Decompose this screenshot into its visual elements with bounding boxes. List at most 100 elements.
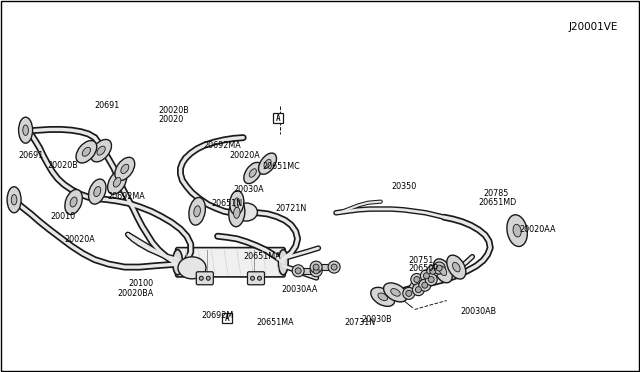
Circle shape — [422, 282, 428, 288]
Text: 20721N: 20721N — [275, 204, 307, 213]
Text: 20350: 20350 — [392, 182, 417, 191]
Circle shape — [257, 276, 262, 280]
Ellipse shape — [278, 250, 288, 275]
Text: 20692M: 20692M — [202, 311, 234, 320]
Ellipse shape — [88, 179, 106, 204]
Polygon shape — [298, 268, 316, 274]
Ellipse shape — [433, 259, 452, 283]
Ellipse shape — [259, 153, 276, 174]
Ellipse shape — [83, 147, 90, 156]
Circle shape — [415, 287, 421, 293]
Circle shape — [403, 287, 415, 299]
Circle shape — [412, 283, 424, 296]
Circle shape — [424, 273, 429, 279]
Circle shape — [430, 268, 436, 274]
Ellipse shape — [12, 195, 17, 205]
Text: 20751: 20751 — [408, 256, 434, 265]
Text: 20651MD: 20651MD — [479, 198, 517, 207]
Ellipse shape — [23, 125, 28, 135]
Polygon shape — [406, 278, 419, 295]
Text: 20692MA: 20692MA — [204, 141, 241, 150]
Circle shape — [419, 279, 431, 291]
Ellipse shape — [236, 203, 257, 221]
Circle shape — [420, 270, 433, 282]
Ellipse shape — [113, 177, 121, 187]
Circle shape — [331, 264, 337, 270]
Text: 20785: 20785 — [483, 189, 509, 198]
Text: 20030AA: 20030AA — [282, 285, 318, 294]
Ellipse shape — [94, 187, 100, 196]
Ellipse shape — [439, 266, 447, 276]
Text: 20020B: 20020B — [47, 161, 78, 170]
Ellipse shape — [371, 287, 395, 307]
Ellipse shape — [173, 250, 182, 275]
Ellipse shape — [194, 206, 200, 217]
Ellipse shape — [121, 164, 129, 173]
Ellipse shape — [70, 197, 77, 207]
Ellipse shape — [115, 157, 135, 180]
Ellipse shape — [234, 207, 240, 218]
FancyBboxPatch shape — [196, 272, 213, 285]
Ellipse shape — [7, 187, 21, 213]
Circle shape — [313, 268, 319, 274]
Text: 20691: 20691 — [95, 101, 120, 110]
Circle shape — [292, 265, 304, 277]
Text: 20020: 20020 — [159, 115, 184, 124]
Text: 20692MA: 20692MA — [108, 192, 145, 201]
Text: A: A — [225, 314, 230, 323]
Ellipse shape — [249, 169, 257, 177]
FancyBboxPatch shape — [175, 248, 285, 277]
Ellipse shape — [65, 189, 83, 215]
Text: 20020A: 20020A — [64, 235, 95, 244]
Text: 20020A: 20020A — [229, 151, 260, 160]
Text: 20030AB: 20030AB — [461, 307, 497, 316]
Ellipse shape — [108, 170, 127, 194]
Text: 20020BA: 20020BA — [117, 289, 154, 298]
Ellipse shape — [91, 140, 111, 162]
Circle shape — [428, 276, 434, 282]
Polygon shape — [422, 270, 435, 287]
Ellipse shape — [383, 283, 408, 302]
Ellipse shape — [19, 117, 33, 143]
Text: 20691: 20691 — [18, 151, 43, 160]
Text: A: A — [276, 114, 281, 123]
Text: 20020B: 20020B — [159, 106, 189, 115]
Circle shape — [313, 264, 319, 270]
Text: 20731N: 20731N — [344, 318, 376, 327]
Text: 20030A: 20030A — [234, 185, 264, 194]
Circle shape — [427, 265, 439, 278]
Text: J20001VE: J20001VE — [568, 22, 618, 32]
Polygon shape — [416, 274, 429, 291]
Ellipse shape — [178, 257, 206, 279]
Text: 20010: 20010 — [51, 212, 76, 221]
Text: 20030B: 20030B — [362, 315, 392, 324]
Ellipse shape — [507, 215, 527, 247]
Circle shape — [206, 276, 211, 280]
FancyBboxPatch shape — [248, 272, 264, 285]
Ellipse shape — [234, 198, 239, 208]
Text: 20651MA: 20651MA — [256, 318, 294, 327]
Polygon shape — [429, 266, 442, 281]
Ellipse shape — [378, 293, 387, 301]
Bar — [222, 313, 232, 323]
Circle shape — [414, 276, 420, 282]
Ellipse shape — [97, 146, 105, 155]
Ellipse shape — [189, 198, 205, 225]
Circle shape — [425, 273, 437, 286]
Text: 20100: 20100 — [129, 279, 154, 288]
Circle shape — [411, 273, 423, 286]
Ellipse shape — [452, 262, 460, 272]
Circle shape — [406, 291, 412, 296]
Text: 20651N: 20651N — [211, 199, 243, 208]
Circle shape — [250, 276, 255, 280]
Circle shape — [199, 276, 204, 280]
Polygon shape — [316, 264, 334, 270]
Ellipse shape — [230, 191, 244, 215]
Bar — [273, 113, 284, 123]
Circle shape — [310, 261, 322, 273]
Circle shape — [328, 261, 340, 273]
Circle shape — [295, 268, 301, 274]
Circle shape — [310, 265, 322, 277]
Text: 20651MA: 20651MA — [243, 252, 281, 261]
Ellipse shape — [447, 255, 466, 279]
